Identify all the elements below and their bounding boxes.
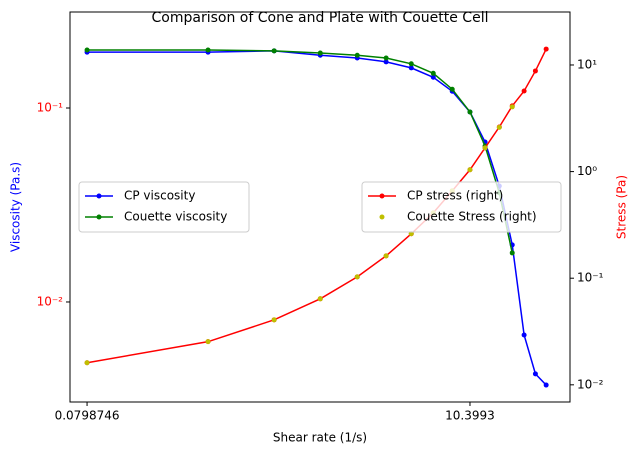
point	[383, 59, 389, 65]
point	[84, 47, 90, 53]
point	[430, 74, 436, 80]
point	[205, 339, 211, 345]
point	[383, 253, 389, 259]
x-axis-label: Shear rate (1/s)	[273, 431, 367, 445]
legend-marker	[379, 214, 385, 220]
y2-axis-label: Stress (Pa)	[615, 175, 629, 239]
x-tick-label: 10.3993	[445, 409, 495, 423]
point	[509, 250, 515, 256]
point	[354, 52, 360, 58]
point	[271, 48, 277, 54]
y2-tick-label: 10⁰	[577, 164, 597, 178]
y-tick-label: 10⁻²	[37, 294, 64, 308]
y2-tick-label: 10¹	[577, 57, 597, 71]
y-tick-label: 10⁻¹	[37, 101, 64, 115]
point	[521, 332, 527, 338]
point	[408, 61, 414, 67]
legend-marker	[379, 193, 385, 199]
x-tick-label: 0.0798746	[55, 409, 120, 423]
legend-label: Couette Stress (right)	[407, 210, 537, 224]
point	[408, 65, 414, 71]
legend-marker	[96, 214, 102, 220]
legend-label: CP viscosity	[124, 189, 195, 203]
legend-label: CP stress (right)	[407, 189, 503, 203]
point	[205, 47, 211, 53]
series-line	[87, 50, 547, 386]
legend-box	[361, 181, 562, 233]
point	[467, 167, 473, 173]
point	[521, 88, 527, 94]
y-axis-label: Viscosity (Pa.s)	[9, 162, 23, 252]
point	[430, 70, 436, 76]
point	[317, 296, 323, 302]
legend-box	[78, 181, 250, 233]
point	[532, 68, 538, 74]
point	[271, 317, 277, 323]
point	[543, 382, 549, 388]
point	[482, 145, 488, 151]
point	[408, 231, 414, 237]
y2-tick-label: 10⁻²	[577, 377, 604, 391]
point	[317, 50, 323, 56]
point	[496, 124, 502, 130]
legend-label: Couette viscosity	[124, 210, 227, 224]
point	[467, 109, 473, 115]
point	[84, 360, 90, 366]
chart-title: Comparison of Cone and Plate with Couett…	[152, 10, 489, 26]
point	[543, 46, 549, 52]
point	[383, 55, 389, 61]
point	[354, 274, 360, 280]
point	[532, 371, 538, 377]
y2-tick-label: 10⁻¹	[577, 271, 604, 285]
point	[449, 86, 455, 92]
legend-marker	[96, 193, 102, 199]
point	[509, 104, 515, 110]
